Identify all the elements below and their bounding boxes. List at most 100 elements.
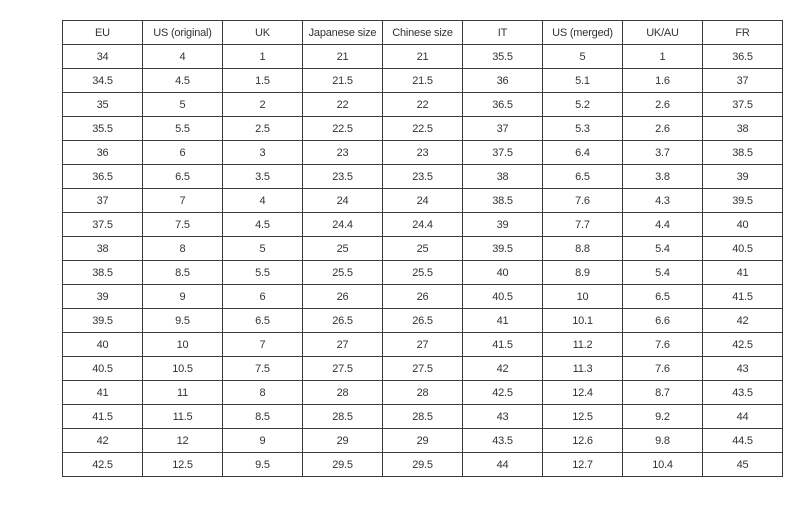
table-cell: 39.5 [62,308,143,333]
table-cell: 5 [542,44,623,69]
table-cell: 6 [142,140,223,165]
table-cell: 23 [382,140,463,165]
table-cell: 4 [142,44,223,69]
table-cell: 43 [702,356,783,381]
table-row: 38 8 5 25 25 39.5 8.8 5.4 40.5 [62,236,783,261]
table-cell: 26.5 [382,308,463,333]
table-cell: 4.3 [622,188,703,213]
table-cell: 9 [142,284,223,309]
table-cell: 26 [382,284,463,309]
table-cell: 42 [702,308,783,333]
table-cell: 45 [702,452,783,477]
table-cell: 25 [302,236,383,261]
table-cell: 7.5 [222,356,303,381]
table-cell: 3.7 [622,140,703,165]
table-cell: 11.3 [542,356,623,381]
table-cell: 22.5 [382,116,463,141]
table-cell: 27 [302,332,383,357]
table-cell: 11.2 [542,332,623,357]
column-header: IT [462,20,543,45]
table-cell: 8.5 [142,260,223,285]
table-cell: 7.6 [622,332,703,357]
table-cell: 39.5 [462,236,543,261]
table-cell: 37 [62,188,143,213]
table-cell: 37.5 [62,212,143,237]
table-cell: 42.5 [702,332,783,357]
table-cell: 6 [222,284,303,309]
table-cell: 41 [702,260,783,285]
table-cell: 25 [382,236,463,261]
table-row: 37.5 7.5 4.5 24.4 24.4 39 7.7 4.4 40 [62,212,783,237]
table-row: 41.5 11.5 8.5 28.5 28.5 43 12.5 9.2 44 [62,404,783,429]
table-cell: 8.5 [222,404,303,429]
table-row: 41 11 8 28 28 42.5 12.4 8.7 43.5 [62,380,783,405]
table-cell: 22 [382,92,463,117]
column-header: FR [702,20,783,45]
table-cell: 42.5 [62,452,143,477]
table-cell: 41.5 [462,332,543,357]
table-cell: 26.5 [302,308,383,333]
table-cell: 36.5 [462,92,543,117]
table-cell: 40.5 [462,284,543,309]
table-cell: 5.5 [222,260,303,285]
table-cell: 5.4 [622,260,703,285]
table-cell: 12.5 [542,404,623,429]
table-cell: 12.6 [542,428,623,453]
size-conversion-table: EU US (original) UK Japanese size Chinese si… [62,20,783,477]
table-cell: 8.8 [542,236,623,261]
table-cell: 44 [462,452,543,477]
table-cell: 4.5 [222,212,303,237]
table-cell: 4.5 [142,68,223,93]
table-cell: 21 [302,44,383,69]
table-cell: 4 [222,188,303,213]
table-cell: 28 [382,380,463,405]
table-cell: 21 [382,44,463,69]
table-cell: 25.5 [302,260,383,285]
table-cell: 34.5 [62,68,143,93]
table-cell: 37.5 [462,140,543,165]
table-cell: 40 [702,212,783,237]
column-header: US (original) [142,20,223,45]
table-row: 42.5 12.5 9.5 29.5 29.5 44 12.7 10.4 45 [62,452,783,477]
table-cell: 1.5 [222,68,303,93]
table-cell: 42.5 [462,380,543,405]
table-cell: 7 [142,188,223,213]
table-cell: 37 [702,68,783,93]
table-cell: 5.1 [542,68,623,93]
table-row: 36.5 6.5 3.5 23.5 23.5 38 6.5 3.8 39 [62,164,783,189]
table-cell: 43.5 [702,380,783,405]
table-cell: 41 [62,380,143,405]
table-cell: 5 [222,236,303,261]
table-cell: 7.5 [142,212,223,237]
table-cell: 6.5 [222,308,303,333]
table-cell: 40.5 [62,356,143,381]
table-cell: 29 [382,428,463,453]
table-cell: 27.5 [382,356,463,381]
table-cell: 29 [302,428,383,453]
table-cell: 40.5 [702,236,783,261]
table-cell: 43 [462,404,543,429]
table-row: 42 12 9 29 29 43.5 12.6 9.8 44.5 [62,428,783,453]
table-cell: 44.5 [702,428,783,453]
table-cell: 12.5 [142,452,223,477]
table-row: 40.5 10.5 7.5 27.5 27.5 42 11.3 7.6 43 [62,356,783,381]
table-cell: 39 [462,212,543,237]
table-cell: 38 [62,236,143,261]
table-cell: 24.4 [382,212,463,237]
table-header: EU US (original) UK Japanese size Chinese si… [62,20,783,45]
table-cell: 27 [382,332,463,357]
table-cell: 37.5 [702,92,783,117]
table-cell: 43.5 [462,428,543,453]
table-row: 39.5 9.5 6.5 26.5 26.5 41 10.1 6.6 42 [62,308,783,333]
table-cell: 22.5 [302,116,383,141]
table-row: 39 9 6 26 26 40.5 10 6.5 41.5 [62,284,783,309]
table-cell: 35.5 [62,116,143,141]
table-cell: 24 [302,188,383,213]
table-cell: 29.5 [382,452,463,477]
table-row: 34 4 1 21 21 35.5 5 1 36.5 [62,44,783,69]
column-header: US (merged) [542,20,623,45]
table-cell: 38.5 [702,140,783,165]
table-cell: 3.5 [222,164,303,189]
table-cell: 10.4 [622,452,703,477]
table-cell: 8 [222,380,303,405]
